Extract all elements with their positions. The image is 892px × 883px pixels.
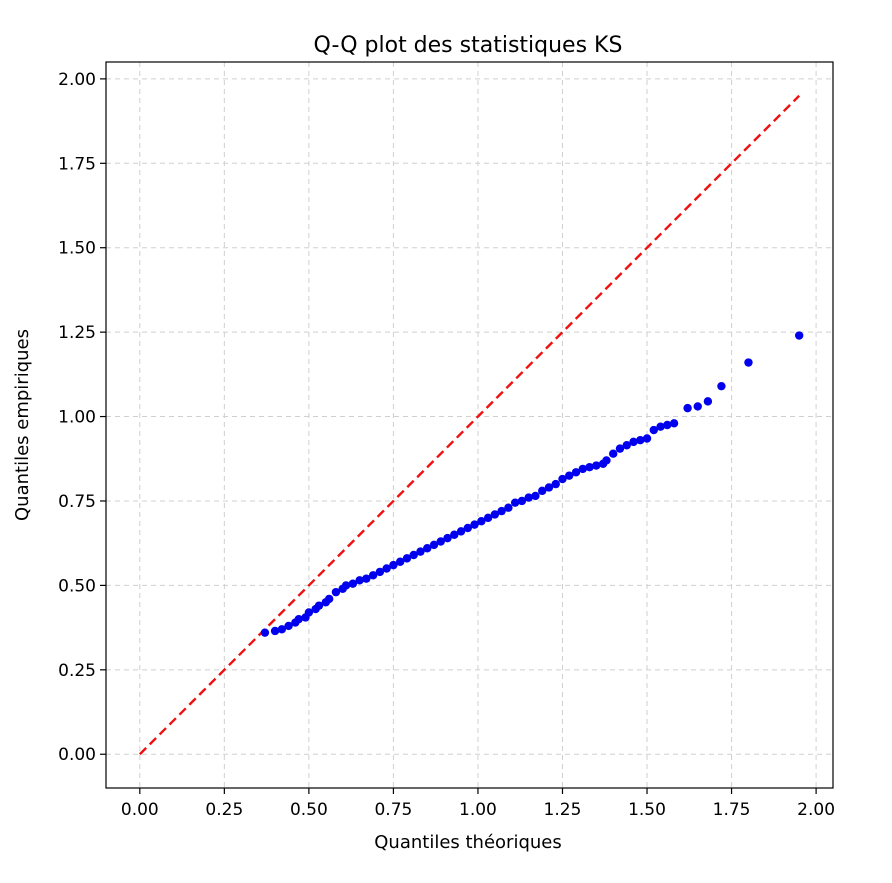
- data-point: [565, 471, 574, 480]
- data-point: [592, 461, 601, 470]
- data-point: [483, 513, 493, 523]
- data-point: [703, 397, 713, 406]
- data-point: [693, 402, 702, 411]
- data-point: [348, 579, 358, 588]
- x-tick-label: 0.25: [205, 800, 243, 820]
- data-point: [531, 491, 540, 501]
- data-point: [436, 537, 445, 546]
- y-tick-label: 0.00: [58, 745, 96, 765]
- y-tick-label: 0.25: [58, 661, 96, 681]
- data-point: [382, 564, 391, 573]
- data-point: [423, 544, 432, 553]
- data-point: [331, 587, 341, 597]
- reference-line-group: [138, 94, 801, 756]
- data-point: [744, 358, 753, 367]
- x-tick-label: 1.00: [459, 800, 497, 820]
- y-tick-label: 1.75: [58, 154, 96, 174]
- data-point: [551, 479, 560, 489]
- grid-lines: [106, 62, 833, 788]
- x-tick-label: 0.50: [290, 800, 328, 820]
- data-point: [571, 468, 581, 477]
- x-tick-label: 1.25: [544, 800, 582, 820]
- data-point: [402, 554, 412, 563]
- y-axis-label: Quantiles empiriques: [12, 329, 33, 521]
- x-tick-label: 0.75: [374, 800, 412, 820]
- data-point: [304, 608, 314, 617]
- x-tick-label: 2.00: [797, 800, 835, 820]
- data-point: [456, 527, 466, 536]
- data-point: [324, 594, 334, 604]
- data-point: [636, 435, 645, 445]
- data-point: [510, 498, 520, 507]
- data-point: [663, 420, 672, 430]
- data-point: [277, 625, 287, 634]
- data-point: [429, 540, 439, 550]
- data-point: [463, 523, 473, 533]
- x-tick-label: 1.75: [713, 800, 751, 820]
- data-point: [717, 381, 726, 391]
- data-point: [669, 419, 679, 428]
- data-point: [341, 581, 351, 590]
- data-point: [409, 550, 418, 560]
- x-tick-label: 0.00: [121, 800, 159, 820]
- plot-frame: [105, 61, 834, 789]
- data-point: [794, 331, 804, 340]
- data-point: [260, 628, 270, 637]
- data-point: [504, 503, 513, 512]
- data-point: [270, 626, 280, 636]
- data-point: [294, 614, 303, 624]
- data-point: [477, 517, 486, 526]
- data-point: [517, 496, 527, 506]
- data-point: [585, 463, 594, 472]
- y-tick-label: 2.00: [58, 70, 96, 90]
- data-point: [622, 441, 631, 450]
- data-point: [558, 474, 567, 484]
- data-points: [260, 331, 804, 637]
- data-point: [602, 456, 611, 465]
- data-point: [649, 425, 658, 435]
- data-point: [538, 486, 547, 496]
- y-tick-label: 0.75: [58, 492, 96, 512]
- data-point: [284, 621, 293, 631]
- data-point: [470, 520, 479, 529]
- data-point: [683, 403, 692, 413]
- data-point: [656, 422, 665, 431]
- y-tick-label: 1.25: [58, 323, 96, 343]
- data-point: [389, 560, 398, 570]
- data-point: [450, 530, 459, 539]
- x-axis-ticks: 0.00 0.25 0.50 0.75 1.00 1.25 1.50 1.75 2.00: [121, 788, 835, 820]
- y-tick-label: 0.50: [58, 576, 96, 596]
- data-point: [314, 601, 324, 610]
- data-point: [416, 547, 425, 556]
- x-axis-label: Quantiles théoriques: [374, 832, 562, 853]
- data-point: [443, 533, 452, 543]
- x-tick-label: 1.50: [628, 800, 666, 820]
- data-point: [497, 506, 506, 516]
- y-tick-label: 1.00: [58, 408, 96, 428]
- data-point: [524, 493, 533, 502]
- data-point: [609, 449, 618, 458]
- data-point: [490, 510, 500, 519]
- y-tick-label: 1.50: [58, 239, 96, 259]
- chart-title: Q-Q plot des statistiques KS: [314, 33, 623, 58]
- reference-line: [138, 94, 801, 756]
- data-point: [362, 574, 371, 583]
- data-point: [355, 576, 364, 585]
- data-point: [368, 571, 378, 580]
- data-point: [544, 483, 554, 492]
- data-point: [375, 567, 385, 577]
- data-point: [615, 444, 625, 453]
- data-point: [642, 434, 652, 443]
- data-point: [395, 557, 405, 566]
- y-axis-ticks: 0.00 0.25 0.50 0.75 1.00 1.25 1.50 1.75 2.00: [58, 70, 106, 765]
- data-point: [629, 437, 638, 447]
- data-point: [578, 464, 587, 474]
